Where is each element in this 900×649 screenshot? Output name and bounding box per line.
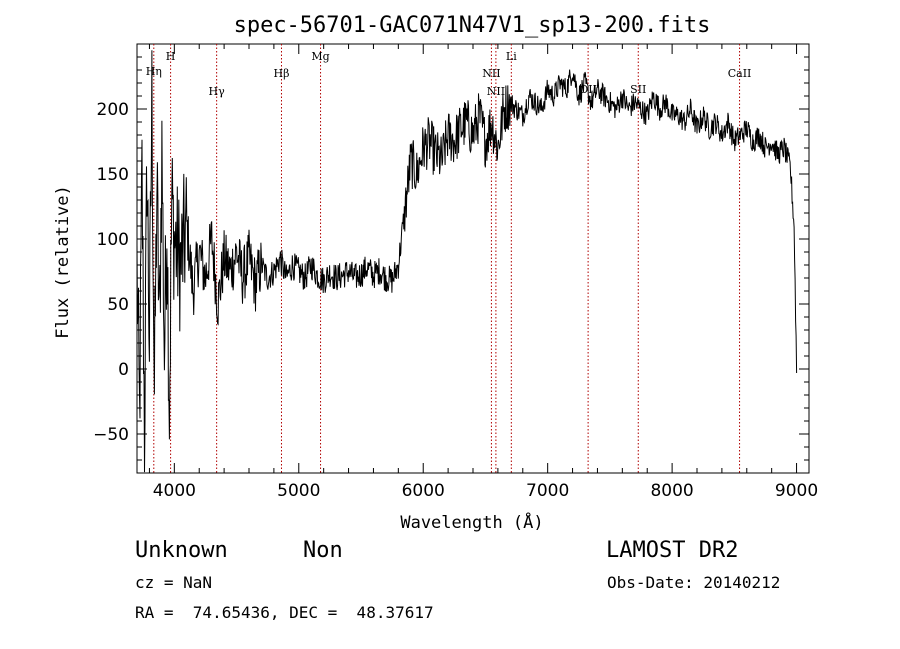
line-marker-label: Mg [311, 50, 329, 63]
x-tick-label: 5000 [277, 481, 320, 501]
y-axis-label: Flux (relative) [53, 185, 73, 339]
x-tick-label: 4000 [153, 481, 196, 501]
y-tick-label: 50 [107, 295, 129, 315]
y-tick-label: −50 [93, 425, 129, 445]
object-subclass: Non [303, 538, 343, 563]
obs-date: Obs-Date: 20140212 [607, 573, 781, 592]
spectrum-chart: spec-56701-GAC071N47V1_sp13-200.fits Hη H… [53, 13, 818, 533]
y-tick-label: 100 [97, 230, 129, 250]
line-marker-label: NII [482, 67, 500, 80]
line-marker-label: Hη [146, 65, 162, 78]
x-axis-ticks [148, 44, 798, 473]
line-marker-label: H [166, 50, 176, 63]
y-axis-ticks [137, 43, 809, 461]
x-tick-label: 9000 [775, 481, 818, 501]
object-class: Unknown [135, 538, 228, 563]
line-marker-label: CaII [728, 67, 752, 80]
y-axis-tick-labels: −50 0 50 100 150 200 [93, 100, 129, 445]
cz-value: cz = NaN [135, 573, 213, 592]
y-tick-label: 200 [97, 100, 129, 120]
line-marker-label: Hγ [209, 85, 226, 98]
x-tick-label: 6000 [402, 481, 445, 501]
coordinates: RA = 74.65436, DEC = 48.37617 [135, 603, 434, 622]
survey-label: LAMOST DR2 [606, 538, 739, 563]
chart-title: spec-56701-GAC071N47V1_sp13-200.fits [234, 13, 711, 38]
line-marker-label: Li [506, 50, 517, 63]
y-tick-label: 150 [97, 165, 129, 185]
spectrum-line [136, 50, 798, 473]
spectral-line-markers [153, 44, 741, 473]
line-marker-label: SII [630, 83, 646, 96]
x-axis-tick-labels: 4000 5000 6000 7000 8000 9000 [153, 481, 818, 501]
x-tick-label: 8000 [650, 481, 693, 501]
line-marker-label: NII [487, 85, 505, 98]
x-axis-label: Wavelength (Å) [400, 511, 543, 533]
y-tick-label: 0 [118, 360, 129, 380]
x-tick-label: 7000 [526, 481, 569, 501]
line-marker-label: Hβ [274, 67, 290, 80]
